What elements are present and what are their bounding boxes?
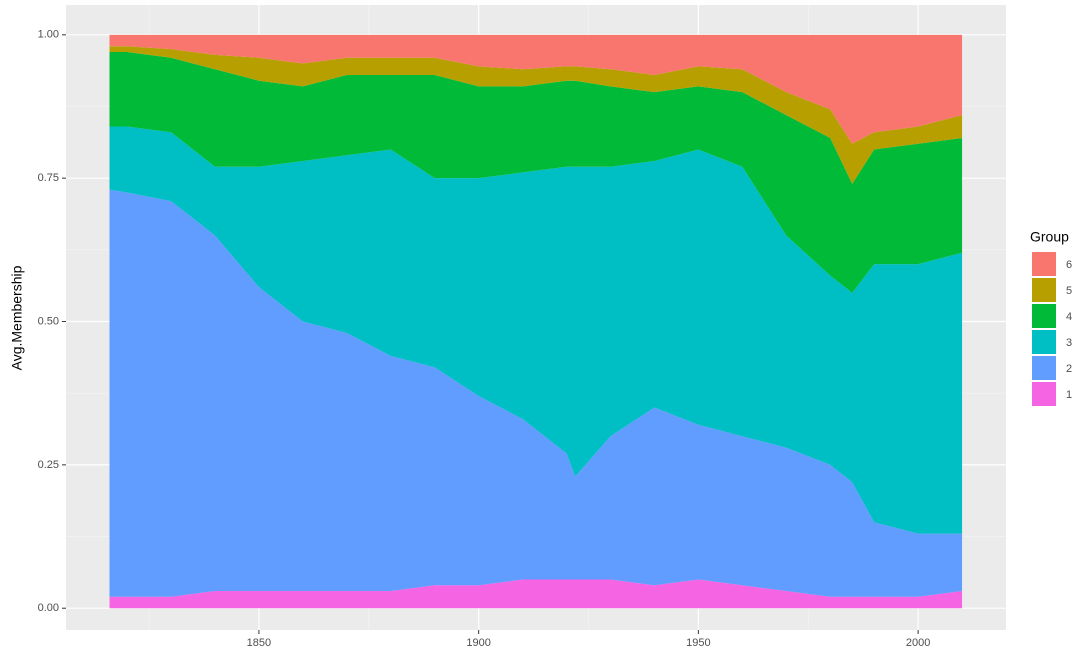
area <box>109 126 963 534</box>
x-tick-label: 1850 <box>247 637 271 649</box>
legend-label: 3 <box>1066 337 1072 349</box>
y-axis-title: Avg.Membership <box>9 265 25 370</box>
y-tick-label: 0.75 <box>38 172 59 184</box>
legend-key <box>1032 330 1056 354</box>
legend-label: 6 <box>1066 259 1072 271</box>
legend-key <box>1032 304 1056 328</box>
y-tick-label: 0.25 <box>38 459 59 471</box>
area <box>109 579 963 609</box>
area <box>109 46 963 184</box>
legend-label: 1 <box>1066 389 1072 401</box>
legend-key <box>1032 382 1056 406</box>
y-tick-label: 0.00 <box>38 602 59 614</box>
area <box>109 189 963 597</box>
area <box>109 52 963 293</box>
legend-title: Group <box>1030 229 1069 245</box>
x-tick-label: 2000 <box>906 637 930 649</box>
y-tick-label: 0.50 <box>38 315 59 327</box>
legend-key <box>1032 252 1056 276</box>
area <box>109 34 963 144</box>
legend-key <box>1032 356 1056 380</box>
legend-label: 2 <box>1066 363 1072 375</box>
y-tick-label: 1.00 <box>38 29 59 41</box>
legend-label: 5 <box>1066 285 1072 297</box>
x-tick-label: 1950 <box>686 637 710 649</box>
legend-label: 4 <box>1066 311 1072 323</box>
legend-key <box>1032 278 1056 302</box>
x-tick-label: 1900 <box>466 637 490 649</box>
